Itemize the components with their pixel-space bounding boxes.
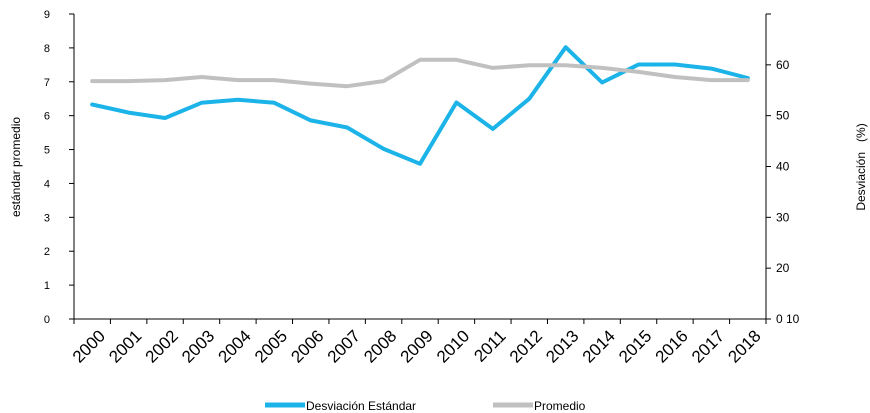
right-axis-tick-label: 0 10 [776,312,800,326]
left-axis-tick-label: 4 [44,178,50,190]
right-axis-tick-label: 30 [776,210,790,224]
left-axis-tick-label: 8 [44,43,50,55]
left-axis-title: estándar promedio [9,117,23,217]
series-lines [90,45,750,166]
x-axis-tick-label: 2001 [105,326,145,366]
x-axis-tick-label: 2004 [215,326,255,366]
x-axis-tick-label: 2002 [142,326,182,366]
right-axis-tick-label: 20 [776,261,790,275]
x-axis-tick-label: 2012 [506,326,546,366]
x-axis-tick-label: 2018 [724,326,764,366]
left-axis-tick-label: 9 [44,9,50,21]
x-axis-tick-labels: 2000200120022003200420052006200720082009… [69,326,765,366]
right-axis-tick-label: 50 [776,109,790,123]
right-axis-title: Desviación (%) [854,123,868,210]
left-axis-tick-label: 1 [44,280,50,292]
x-axis-tick-label: 2013 [542,326,582,366]
x-axis-tick-label: 2003 [178,326,218,366]
left-axis-tick-label: 6 [44,111,50,123]
x-axis-tick-label: 2007 [324,326,364,366]
right-axis-tick-label: 60 [776,58,790,72]
x-axis-tick-label: 2011 [470,326,509,365]
x-axis-tick-label: 2010 [433,326,473,366]
left-axis-tick-label: 5 [44,145,50,157]
x-axis-tick-label: 2008 [360,326,400,366]
x-axis-tick-label: 2000 [69,326,109,366]
x-axis-tick-label: 2014 [579,326,619,366]
legend-label-promedio: Promedio [534,399,586,413]
axes-group [69,13,771,324]
legend-label-desviacion-estandar: Desviación Estándar [306,399,416,413]
left-axis-tick-label: 0 [44,314,50,326]
x-axis-tick-label: 2016 [652,326,692,366]
x-axis-tick-label: 2006 [287,326,327,366]
left-axis-tick-labels: 0 1 2 3 4 5 6 7 8 9 [44,9,50,326]
right-axis-tick-label: 40 [776,160,790,174]
x-axis-tick-label: 2017 [688,326,728,366]
x-axis-tick-label: 2005 [251,326,291,366]
legend: Desviación Estándar Promedio [265,399,586,413]
left-axis-tick-label: 7 [44,77,50,89]
x-axis-tick-label: 2015 [615,326,655,366]
left-axis-tick-label: 2 [44,246,50,258]
series-line-desviacion-estandar [90,45,750,166]
x-axis-tick-label: 2009 [397,326,437,366]
right-axis-tick-labels: 0 10 20 30 40 50 60 [776,58,800,326]
left-axis-tick-label: 3 [44,212,50,224]
